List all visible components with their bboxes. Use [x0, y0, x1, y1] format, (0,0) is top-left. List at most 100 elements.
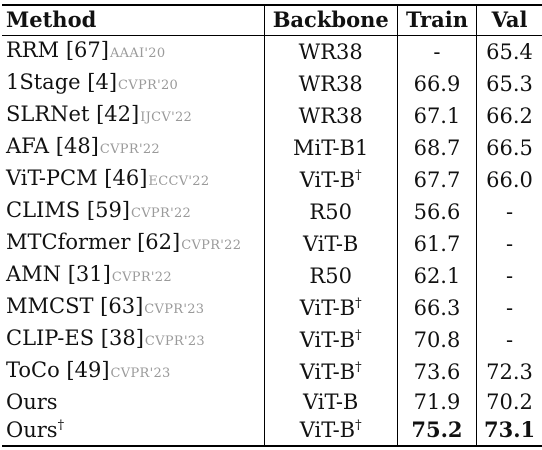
backbone-name: ViT-B: [299, 295, 356, 320]
table-row: CLIP-ES [38]CVPR'23 ViT-B† 70.8-: [2, 323, 542, 356]
backbone-cell: ViT-B†: [263, 323, 398, 356]
backbone-name: WR38: [298, 103, 363, 128]
val-score: 73.1: [483, 417, 536, 443]
method-name: CLIMS: [6, 197, 81, 222]
method-name: RRM: [6, 37, 60, 62]
method-venue: CVPR'22: [181, 237, 242, 253]
train-score: 67.1: [397, 99, 478, 132]
train-score: 61.7: [397, 227, 478, 260]
method-name: AFA: [6, 133, 50, 158]
method-venue: AAAI'20: [109, 45, 166, 61]
backbone-cell: ViT-B: [263, 387, 398, 416]
backbone-name: MiT-B1: [292, 135, 369, 160]
results-table: Method Backbone Train Val RRM [67]AAAI'2…: [2, 4, 542, 447]
method-citation: [31]: [67, 261, 111, 286]
backbone-dagger: †: [355, 359, 362, 375]
header-train: Train: [397, 5, 478, 35]
method-cell: MMCST [63]CVPR'23: [2, 292, 264, 324]
train-score: 66.9: [397, 67, 478, 100]
method-venue: CVPR'23: [110, 365, 171, 381]
train-score: 68.7: [397, 131, 478, 164]
table-row: CLIMS [59]CVPR'22 R50 56.6 -: [2, 195, 542, 228]
train-score: 62.1: [397, 259, 478, 292]
table-body: RRM [67]AAAI'20 WR38-65.4 1Stage [4]CVPR'2…: [2, 35, 542, 446]
method-name: AMN: [6, 261, 62, 286]
table-row: ToCo [49]CVPR'23 ViT-B† 73.6 72.3: [2, 355, 542, 388]
method-citation: [42]: [96, 101, 140, 126]
header-backbone: Backbone: [263, 5, 398, 35]
train-score: 75.2: [397, 416, 478, 446]
method-cell: MTCformer [62]CVPR'22: [2, 228, 264, 260]
val-score: -: [505, 231, 514, 256]
val-score: -: [505, 263, 514, 288]
backbone-name: ViT-B: [299, 418, 356, 443]
train-score: 71.9: [397, 387, 478, 416]
method-citation: [67]: [65, 37, 109, 62]
backbone-name: ViT-B: [303, 389, 359, 414]
table-row: MTCformer [62]CVPR'22 ViT-B 61.7 -: [2, 227, 542, 260]
header-row: Method Backbone Train Val: [2, 5, 542, 35]
val-score: -: [505, 295, 514, 320]
method-citation: [38]: [100, 325, 144, 350]
backbone-cell: ViT-B†: [263, 163, 398, 196]
method-venue: CVPR'23: [144, 301, 205, 317]
method-venue: CVPR'22: [111, 269, 172, 285]
method-cell: Ours: [2, 388, 264, 417]
backbone-cell: R50: [263, 259, 398, 292]
method-cell: SLRNet [42]IJCV'22: [2, 100, 264, 132]
method-name: ViT-PCM: [6, 165, 98, 190]
method-citation: [46]: [104, 165, 148, 190]
table-row: MMCST [63]CVPR'23 ViT-B† 66.3-: [2, 291, 542, 324]
method-cell: AMN [31]CVPR'22: [2, 260, 264, 292]
train-score: -: [397, 35, 478, 68]
backbone-name: ViT-B: [303, 231, 359, 256]
method-cell: 1Stage [4]CVPR'20: [2, 68, 264, 100]
table-row: ViT-PCM [46]ECCV'22 ViT-B† 67.7 66.0: [2, 163, 542, 196]
train-score: 67.7: [397, 163, 478, 196]
method-cell: CLIMS [59]CVPR'22: [2, 196, 264, 228]
method-citation: [59]: [86, 197, 130, 222]
method-dagger: †: [57, 418, 65, 434]
backbone-name: WR38: [298, 71, 363, 96]
method-name: Ours: [6, 418, 58, 443]
method-venue: CVPR'23: [144, 333, 205, 349]
method-venue: ECCV'22: [148, 173, 210, 189]
backbone-cell: WR38: [263, 99, 398, 132]
method-venue: CVPR'22: [131, 205, 192, 221]
method-citation: [4]: [87, 69, 118, 94]
val-score: -: [505, 199, 514, 224]
method-citation: [62]: [137, 229, 181, 254]
method-venue: CVPR'20: [118, 77, 179, 93]
backbone-name: R50: [309, 263, 352, 288]
val-score: -: [505, 327, 514, 352]
train-score: 73.6: [397, 355, 478, 388]
backbone-cell: ViT-B†: [263, 355, 398, 388]
method-cell: RRM [67]AAAI'20: [2, 35, 264, 68]
backbone-cell: R50: [263, 195, 398, 228]
method-cell: ToCo [49]CVPR'23: [2, 356, 264, 388]
backbone-name: ViT-B: [299, 167, 356, 192]
val-score: 65.3: [486, 71, 533, 96]
backbone-dagger: †: [355, 295, 362, 311]
table-row: SLRNet [42]IJCV'22 WR38 67.1 66.2: [2, 99, 542, 132]
table-row: Ours† ViT-B† 75.2 73.1: [2, 416, 542, 446]
val-score: 66.2: [486, 103, 533, 128]
method-name: MTCformer: [6, 229, 131, 254]
backbone-name: ViT-B: [299, 359, 356, 384]
train-score: 70.8: [397, 323, 478, 356]
table-row: AMN [31]CVPR'22 R50 62.1 -: [2, 259, 542, 292]
backbone-cell: ViT-B: [263, 227, 398, 260]
method-venue: IJCV'22: [140, 109, 193, 125]
backbone-cell: WR38: [263, 67, 398, 100]
train-score: 56.6: [397, 195, 478, 228]
backbone-cell: ViT-B†: [263, 291, 398, 324]
val-score: 70.2: [486, 389, 533, 414]
table-row: RRM [67]AAAI'20 WR38 -65.4: [2, 35, 542, 68]
method-name: 1Stage: [6, 69, 81, 94]
method-citation: [63]: [100, 293, 144, 318]
val-score: 66.0: [486, 167, 533, 192]
train-score: 66.3: [397, 291, 478, 324]
backbone-cell: WR38: [263, 35, 398, 68]
backbone-dagger: †: [355, 418, 362, 434]
table-row: Ours ViT-B 71.9 70.2: [2, 387, 542, 417]
